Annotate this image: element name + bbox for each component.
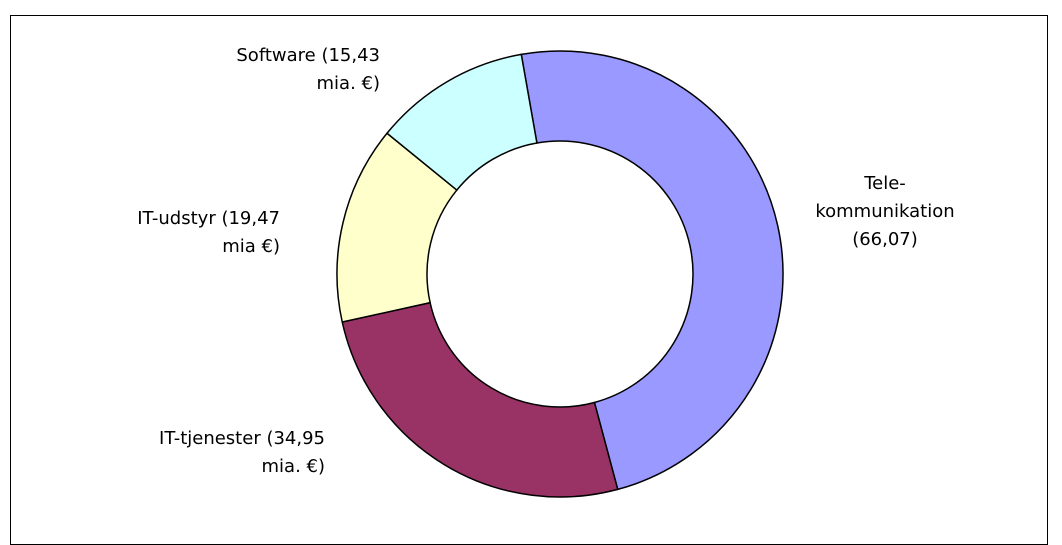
- donut-segment: [385, 53, 538, 192]
- donut-segment: [520, 50, 784, 491]
- segment-label: Tele- kommunikation (66,07): [815, 173, 955, 250]
- page: Tele- kommunikation (66,07) IT-tjenester …: [10, 15, 1048, 545]
- donut-segment: [341, 301, 619, 498]
- segment-label: Software (15,43 mia. €): [236, 45, 380, 94]
- chart: [336, 50, 784, 498]
- segment-label: IT-tjenester (34,95 mia. €): [159, 428, 325, 477]
- segment-label: IT-udstyr (19,47 mia €): [137, 208, 280, 257]
